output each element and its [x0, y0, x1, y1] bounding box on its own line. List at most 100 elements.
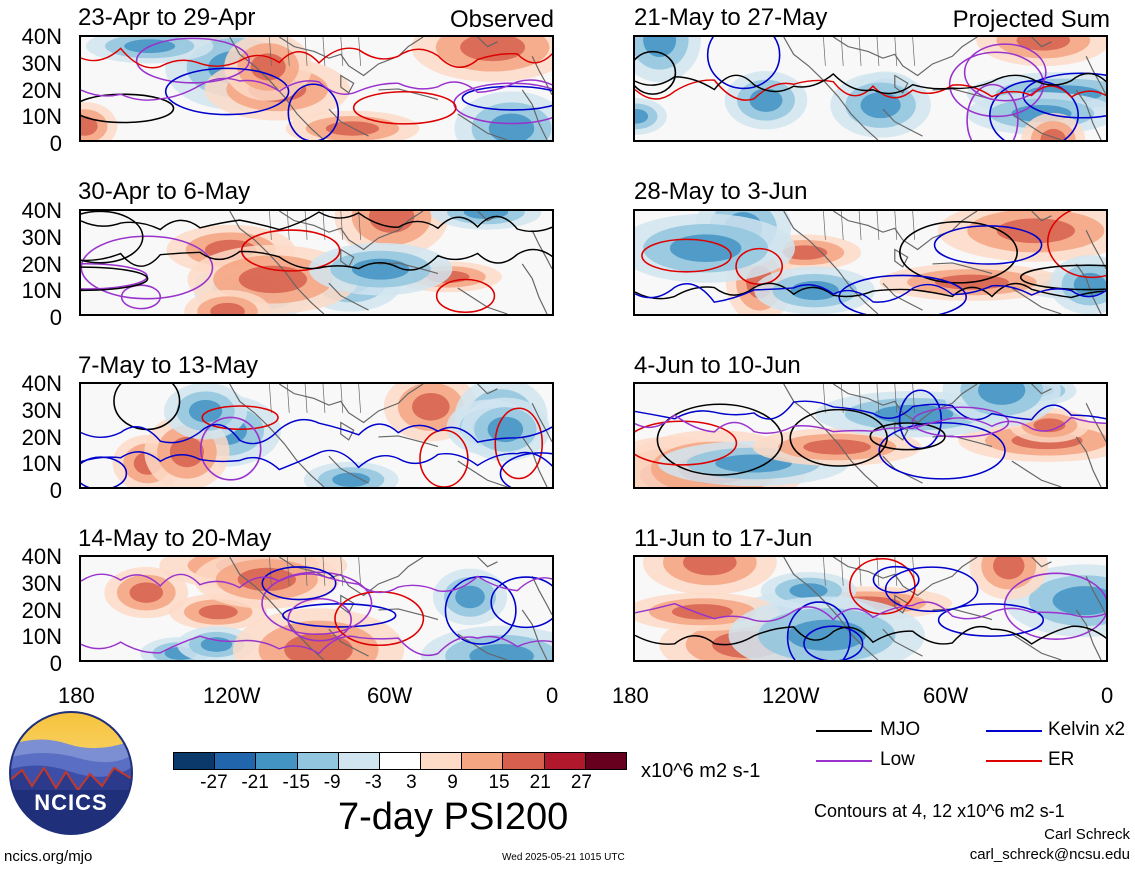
- contour-line: [240, 229, 341, 272]
- colorbar-label: 15: [488, 772, 510, 793]
- contour-line: [135, 37, 250, 84]
- panel-title: 14-May to 20-May: [78, 525, 272, 552]
- lat-label: 40N: [21, 24, 62, 49]
- colorbar-swatch: [378, 752, 422, 770]
- colorbar-label: 9: [447, 772, 458, 793]
- contour-line: [963, 43, 1047, 102]
- panel-title: 4-Jun to 10-Jun: [634, 352, 801, 379]
- lat-label: 30N: [21, 397, 62, 423]
- contour-line: [635, 625, 1106, 646]
- author: Carl Schreck: [1044, 826, 1130, 843]
- colorbar-label: -21: [241, 772, 269, 793]
- panel-title: 23-Apr to 29-Apr: [78, 4, 256, 31]
- positive-anomaly-shading: [368, 211, 415, 233]
- map-panel: [633, 209, 1108, 316]
- lon-label: 180: [612, 683, 649, 708]
- contour-line: [499, 452, 552, 487]
- colorbar-swatch: [296, 752, 339, 770]
- contour-line: [635, 400, 1106, 421]
- lat-label: 30N: [21, 50, 62, 76]
- contour-line: [989, 80, 1079, 140]
- colorbar-swatch: [543, 752, 586, 770]
- lat-label: 40N: [21, 371, 62, 396]
- negative-anomaly-shading: [455, 585, 485, 609]
- colorbar-swatch: [584, 752, 627, 770]
- contour-line: [635, 50, 677, 95]
- lat-label: 0: [49, 651, 62, 676]
- positive-anomaly-shading: [81, 116, 98, 136]
- positive-anomaly-shading: [803, 439, 871, 455]
- contour-line: [635, 79, 1106, 101]
- colorbar-swatch: [214, 752, 257, 770]
- lat-label: 30N: [21, 570, 62, 596]
- colorbar-label: -9: [323, 772, 341, 793]
- negative-anomaly-shading: [749, 88, 783, 112]
- positive-anomaly-shading: [250, 53, 286, 81]
- ncics-logo: NCICS: [8, 710, 134, 836]
- colorbar-swatch: [502, 752, 545, 770]
- negative-anomaly-shading: [200, 637, 233, 652]
- negative-anomaly-shading: [1073, 272, 1106, 297]
- contour-line: [635, 601, 1106, 623]
- lon-label: 120W: [203, 683, 261, 708]
- positive-anomaly-shading: [1033, 418, 1066, 433]
- lat-label: 20N: [21, 424, 62, 450]
- contour-line: [287, 597, 352, 642]
- negative-anomaly-shading: [332, 472, 371, 487]
- contour-line: [803, 625, 864, 660]
- panel-corner-label: Projected Sum: [952, 6, 1110, 33]
- contour-line: [789, 408, 888, 467]
- legend-label: ER: [1048, 749, 1075, 770]
- negative-anomaly-shading: [469, 644, 534, 660]
- negative-anomaly-shading: [351, 258, 410, 280]
- negative-anomaly-shading: [787, 619, 866, 651]
- lat-label: 40N: [21, 198, 62, 223]
- contour-line: [933, 225, 1043, 265]
- lon-label: 60W: [367, 683, 413, 708]
- contour-line: [635, 420, 738, 466]
- colorbar-label: -27: [200, 772, 228, 793]
- legend-line-low: [816, 760, 872, 762]
- contour-line: [81, 77, 552, 101]
- contour-line: [81, 47, 552, 69]
- positive-anomaly-shading: [237, 567, 296, 592]
- lat-label: 40N: [21, 544, 62, 569]
- colorbar-swatch: [420, 752, 463, 770]
- map-panel: [633, 382, 1108, 489]
- lat-label: 0: [49, 131, 62, 156]
- lon-label: 180: [58, 683, 95, 708]
- negative-anomaly-shading: [860, 92, 901, 119]
- panel-title: 7-May to 13-May: [78, 352, 259, 379]
- panel-title: 21-May to 27-May: [634, 4, 828, 31]
- lat-label: 20N: [21, 251, 62, 277]
- lat-label: 10N: [21, 624, 62, 650]
- positive-anomaly-shading: [210, 302, 245, 314]
- lon-label: 60W: [923, 683, 969, 708]
- contour-line: [1003, 572, 1106, 640]
- contour-line: [641, 238, 732, 273]
- lat-label: 0: [49, 305, 62, 330]
- contour-note: Contours at 4, 12 x10^6 m2 s-1: [814, 801, 1065, 821]
- contour-line: [838, 274, 967, 314]
- contour-line: [656, 403, 783, 476]
- positive-anomaly-shading: [129, 582, 164, 603]
- contour-line: [1019, 264, 1106, 291]
- positive-anomaly-shading: [198, 604, 238, 620]
- site-url: ncics.org/mjo: [4, 848, 93, 865]
- positive-anomaly-shading: [238, 265, 308, 294]
- negative-anomaly-shading: [1052, 586, 1106, 616]
- contour-line: [635, 72, 1106, 95]
- panel-corner-label: Observed: [449, 6, 554, 33]
- lon-label: 0: [1101, 683, 1114, 708]
- contour-line: [884, 566, 979, 613]
- contour-line: [444, 575, 517, 645]
- lat-label: 10N: [21, 278, 62, 304]
- contour-line: [490, 576, 552, 629]
- contour-line: [635, 283, 1106, 303]
- contour-line: [635, 414, 1106, 434]
- contour-line: [937, 603, 1045, 637]
- contour-line: [261, 571, 373, 635]
- colorbar-swatch: [337, 752, 380, 770]
- map-panel: [79, 555, 554, 662]
- colorbar: [173, 752, 627, 770]
